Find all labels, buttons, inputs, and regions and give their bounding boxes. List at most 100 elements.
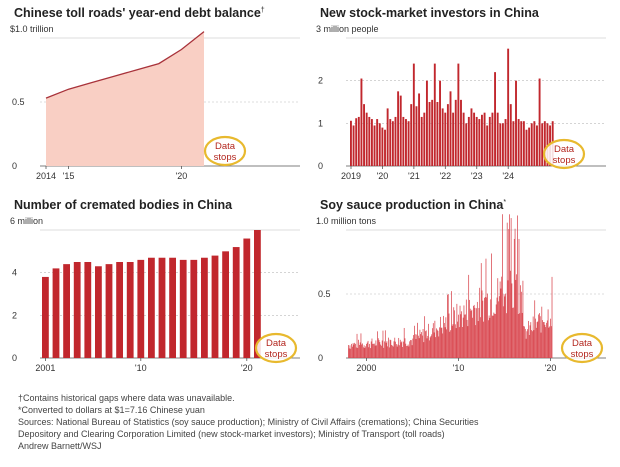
soy-bar xyxy=(365,346,366,358)
soy-bar xyxy=(504,296,505,358)
soy-bar xyxy=(488,320,489,358)
soy-bar xyxy=(525,329,526,358)
cremations-bar xyxy=(137,260,144,358)
investors-bar xyxy=(368,117,370,166)
soy-bar xyxy=(404,328,405,358)
investors-bar xyxy=(350,121,352,166)
soy-bar xyxy=(523,281,524,358)
investors-bar xyxy=(436,102,438,166)
soy-bar xyxy=(423,329,424,358)
unit-label: $1.0 trillion xyxy=(10,24,54,34)
x-tick-label: '21 xyxy=(408,171,420,181)
soy-bar xyxy=(511,218,512,358)
investors-bar xyxy=(444,113,446,166)
investors-bar xyxy=(434,64,436,166)
soy-bar xyxy=(434,321,435,358)
investors-bar xyxy=(460,100,462,166)
unit-label: 3 million people xyxy=(316,24,379,34)
soy-bar xyxy=(501,289,502,358)
soy-bar xyxy=(376,345,377,358)
soy-bar xyxy=(383,331,384,358)
investors-bar xyxy=(366,113,368,166)
soy-bar xyxy=(468,275,469,358)
soy-bar xyxy=(484,298,485,358)
cremations-bar xyxy=(116,262,123,358)
soy-bar xyxy=(384,341,385,358)
data-stops-label: stops xyxy=(553,155,576,166)
x-tick-label: '23 xyxy=(471,171,483,181)
soy-bar xyxy=(372,344,373,358)
x-tick-label: '10 xyxy=(453,363,465,373)
investors-bar xyxy=(381,128,383,166)
investors-bar xyxy=(463,113,465,166)
unit-label: 1.0 million tons xyxy=(316,216,377,226)
soy-bar xyxy=(464,305,465,358)
soy-bar xyxy=(507,223,508,358)
soy-bar xyxy=(548,328,549,358)
soy-bar xyxy=(395,342,396,358)
soy-bar xyxy=(502,214,503,358)
soy-bar xyxy=(449,314,450,358)
cremations-bar xyxy=(106,264,113,358)
soy-bar xyxy=(387,341,388,358)
soy-bar xyxy=(392,346,393,358)
soy-bar xyxy=(508,280,509,358)
soy-bar xyxy=(414,326,415,358)
cremations-bar xyxy=(243,239,250,358)
soy-bar xyxy=(500,282,501,358)
soy-bar xyxy=(530,325,531,358)
soy-bar xyxy=(412,345,413,358)
soy-bar xyxy=(486,259,487,358)
soy-bar xyxy=(501,277,502,358)
soy-bar xyxy=(368,341,369,358)
investors-bar xyxy=(541,123,543,166)
soy-bar xyxy=(475,325,476,358)
investors-bar xyxy=(360,79,362,166)
soy-bar xyxy=(494,314,495,358)
footnote: *Converted to dollars at $1=7.16 Chinese… xyxy=(18,404,618,416)
soy-bar xyxy=(542,320,543,358)
soy-bar xyxy=(469,300,470,358)
soy-bar xyxy=(480,317,481,358)
soy-bar xyxy=(358,340,359,358)
investors-bar xyxy=(418,93,420,166)
soy-bar xyxy=(401,342,402,358)
cremations-bar xyxy=(127,262,134,358)
y-tick-label: 0 xyxy=(12,161,17,171)
investors-bar xyxy=(429,102,431,166)
soy-bar xyxy=(459,327,460,358)
chart-title: New stock-market investors in China xyxy=(320,6,539,20)
investors-bar xyxy=(491,113,493,166)
soy-bar xyxy=(497,298,498,358)
soy-bar xyxy=(350,349,351,358)
y-tick-label: 0 xyxy=(318,353,323,363)
soy-bar xyxy=(481,263,482,358)
soy-bar xyxy=(471,311,472,358)
soy-bar xyxy=(386,343,387,358)
investors-bar xyxy=(502,123,504,166)
soy-bar xyxy=(361,345,362,358)
soy-bar xyxy=(545,327,546,358)
soy-bar xyxy=(431,334,432,358)
investors-bar xyxy=(499,123,501,166)
investors-bar xyxy=(384,130,386,166)
data-stops-label: Data xyxy=(554,144,575,155)
soy-bar xyxy=(367,343,368,358)
soy-bar xyxy=(453,307,454,358)
soy-bar xyxy=(512,283,513,358)
soy-bar xyxy=(371,341,372,358)
investors-bar xyxy=(447,104,449,166)
cremations-bar xyxy=(222,251,229,358)
investors-bar xyxy=(431,100,433,166)
soy-bar xyxy=(380,345,381,358)
soy-bar xyxy=(379,342,380,358)
soy-bar xyxy=(351,344,352,358)
y-tick-label: 0 xyxy=(318,161,323,171)
soy-bar xyxy=(407,346,408,358)
x-tick-label: '15 xyxy=(63,171,75,181)
investors-bar xyxy=(358,117,360,166)
x-tick-label: '24 xyxy=(502,171,514,181)
y-tick-label: 4 xyxy=(12,268,17,278)
investors-bar xyxy=(505,119,507,166)
soy-bar xyxy=(456,328,457,358)
